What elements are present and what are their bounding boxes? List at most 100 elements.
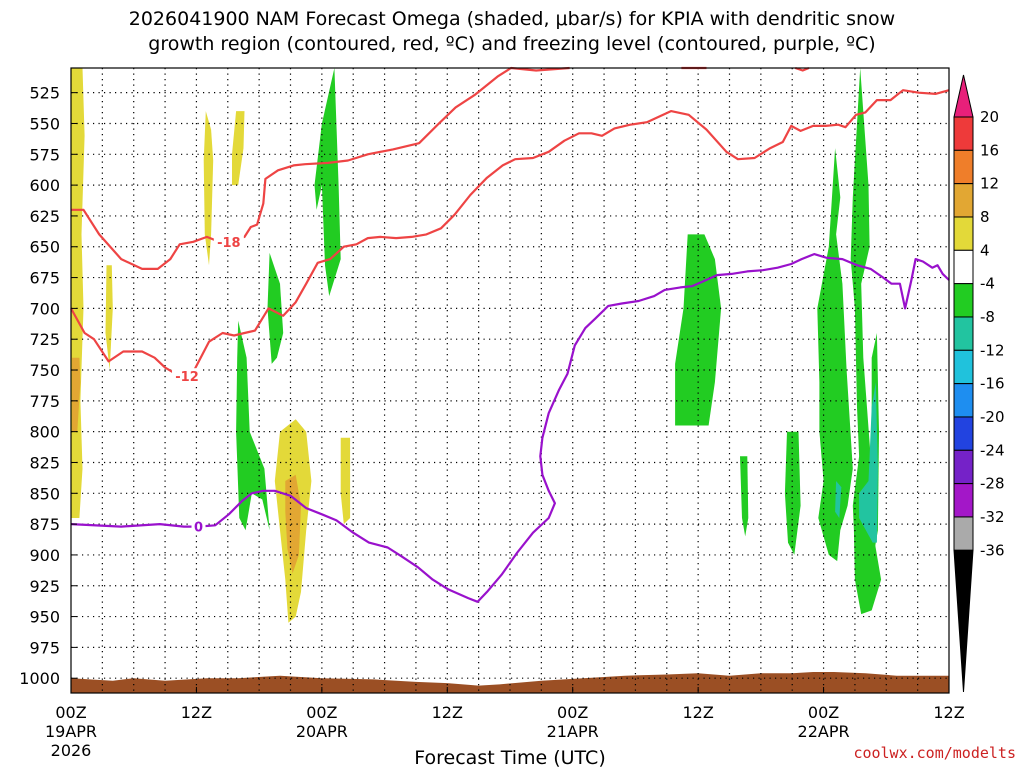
chart-title-line-2: growth region (contoured, red, ºC) and f…	[148, 33, 875, 55]
colorbar-box-1	[953, 116, 974, 151]
colorbar-label-3: 8	[980, 208, 990, 226]
freezing-level-contour	[70, 253, 950, 603]
x-tick-label-36: 12Z	[432, 703, 463, 722]
x-tick-label-48: 00Z	[557, 703, 588, 722]
colorbar-box-11	[953, 449, 974, 485]
y-tick-label-600: 600	[29, 176, 60, 195]
colorbar-box-13	[953, 516, 974, 551]
colorbar-label-8: -16	[980, 375, 1005, 393]
colorbar-label-5: -4	[980, 275, 995, 293]
omega-region-4	[232, 111, 245, 186]
plot-frame	[70, 67, 950, 694]
colorbar-label-10: -24	[980, 441, 1005, 459]
colorbar-label-0: 20	[980, 108, 999, 126]
y-tick-label-775: 775	[29, 392, 60, 411]
omega-shading-layer	[71, 68, 882, 623]
omega-region-11	[675, 234, 722, 426]
x-tick-label-72: 00Z	[808, 703, 839, 722]
colorbar-label-6: -8	[980, 308, 995, 326]
omega-region-8	[314, 68, 341, 297]
omega-region-18	[784, 431, 801, 555]
y-tick-label-725: 725	[29, 330, 60, 349]
dgz-contour-1-label: -12	[175, 370, 199, 385]
colorbar: 20 16 12 8 4 -4 -8 -12 -16 -20 -24 -28 -32 -36	[953, 74, 1005, 693]
omega-region-1	[72, 357, 81, 432]
x-tick-label-84: 12Z	[933, 703, 964, 722]
dgz-contour-1-label-bg	[172, 368, 203, 384]
y-tick-label-625: 625	[29, 207, 60, 226]
y-tick-label-1000: 1000	[19, 669, 60, 688]
omega-region-3	[203, 111, 214, 266]
omega-region-17	[835, 481, 842, 518]
x-tick-label-60: 12Z	[682, 703, 713, 722]
dgz-contour-0	[71, 66, 570, 270]
omega-region-13	[817, 148, 853, 562]
colorbar-label-2: 12	[980, 175, 999, 193]
colorbar-label-1: 16	[980, 141, 999, 159]
colorbar-label-9: -20	[980, 408, 1005, 426]
x-tick-date-72: 22APR	[798, 722, 850, 741]
colorbar-box-10	[953, 416, 974, 451]
terrain-layer	[71, 672, 949, 693]
colorbar-label-11: -28	[980, 475, 1005, 493]
grid-layer	[71, 68, 949, 693]
x-tick-date-48: 21APR	[547, 722, 599, 741]
omega-region-14	[850, 68, 882, 615]
colorbar-box-9	[953, 383, 974, 418]
colorbar-box-5	[953, 249, 974, 285]
colorbar-label-4: 4	[980, 241, 990, 259]
colorbar-box-2	[953, 149, 974, 185]
colorbar-box-7	[953, 316, 974, 351]
plot-area: -18 -12 0	[70, 66, 950, 694]
y-tick-label-525: 525	[29, 84, 60, 103]
colorbar-box-12	[953, 483, 974, 518]
colorbar-box-8	[953, 349, 974, 385]
y-tick-label-850: 850	[29, 484, 60, 503]
y-tick-label-975: 975	[29, 638, 60, 657]
y-tick-label-900: 900	[29, 546, 60, 565]
plot-background	[71, 68, 949, 693]
omega-region-7	[340, 437, 351, 525]
y-tick-label-875: 875	[29, 515, 60, 534]
colorbar-bottom-triangle	[953, 549, 974, 693]
y-tick-label-800: 800	[29, 423, 60, 442]
y-tick-label-550: 550	[29, 114, 60, 133]
dgz-contour-1	[70, 89, 950, 378]
dgz-contour-3	[794, 66, 810, 72]
colorbar-label-13: -36	[980, 541, 1005, 559]
colorbar-box-3	[953, 183, 974, 218]
x-tick-date-0: 19APR	[45, 722, 97, 741]
y-tick-label-950: 950	[29, 608, 60, 627]
terrain-fill	[71, 672, 949, 693]
chart-title-line-1: 2026041900 NAM Forecast Omega (shaded, μ…	[129, 8, 895, 30]
freezing-level-contour-label: 0	[194, 521, 203, 536]
x-tick-year-0: 2026	[51, 741, 92, 760]
omega-region-2	[105, 265, 113, 370]
y-tick-label-675: 675	[29, 269, 60, 288]
colorbar-label-12: -32	[980, 508, 1005, 526]
y-tick-label-750: 750	[29, 361, 60, 380]
y-tick-label-575: 575	[29, 145, 60, 164]
y-tick-label-700: 700	[29, 299, 60, 318]
x-axis-label: Forecast Time (UTC)	[414, 747, 605, 768]
omega-region-6	[285, 474, 301, 574]
omega-region-16	[859, 382, 878, 543]
x-tick-date-24: 20APR	[296, 722, 348, 741]
omega-region-12	[740, 456, 749, 537]
x-tick-label-24: 00Z	[306, 703, 337, 722]
colorbar-top-triangle	[953, 74, 974, 118]
omega-region-10	[236, 320, 270, 531]
colorbar-label-7: -12	[980, 341, 1005, 359]
x-tick-label-0: 00Z	[55, 703, 86, 722]
dgz-contour-0-label: -18	[217, 236, 241, 251]
y-tick-label-650: 650	[29, 238, 60, 257]
contour-layer: -18 -12 0	[70, 66, 950, 603]
freezing-level-contour-label-bg	[191, 518, 206, 534]
y-tick-label-825: 825	[29, 453, 60, 472]
colorbar-box-4	[953, 216, 974, 251]
y-tick-label-925: 925	[29, 577, 60, 596]
x-tick-label-12: 12Z	[181, 703, 212, 722]
y-axis: 525 550 575 600 625 650 675 700 725 750 775 800 825 8…	[19, 84, 77, 688]
